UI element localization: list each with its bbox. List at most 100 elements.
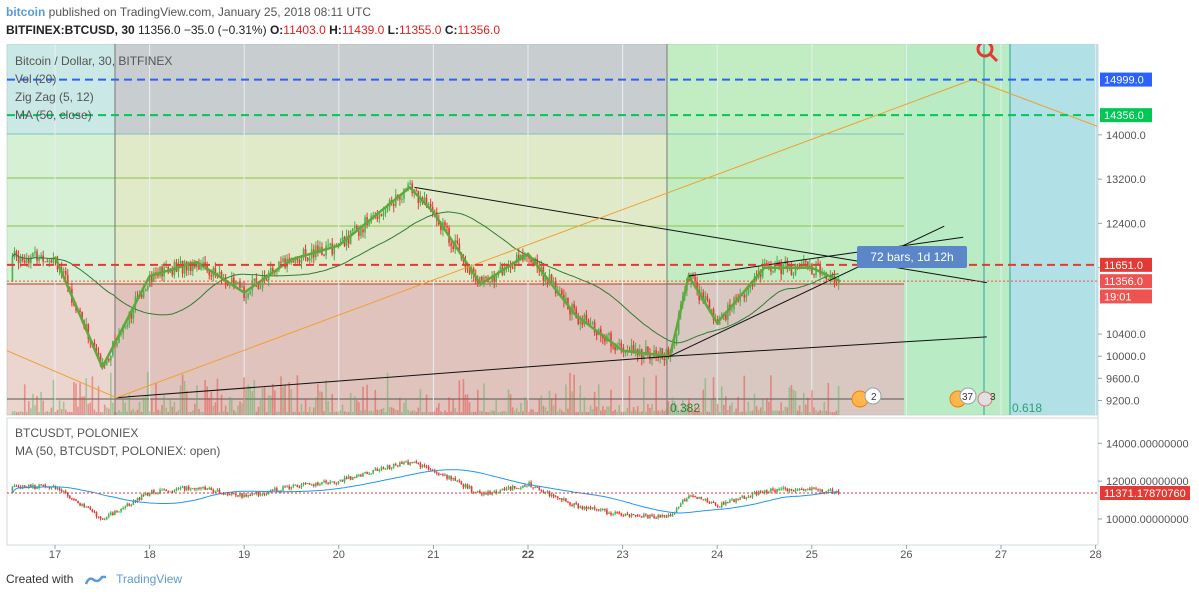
volume-bar <box>148 411 151 415</box>
sub-candle-body <box>378 469 381 471</box>
legend-volume[interactable]: Vol (20) <box>15 72 57 86</box>
sub-candle-body <box>433 470 436 473</box>
candle-body <box>159 266 161 277</box>
volume-bar <box>725 396 727 415</box>
sub-candle-body <box>151 490 153 493</box>
candle-body <box>360 229 362 237</box>
volume-bar <box>42 400 44 415</box>
time-tick-label: 27 <box>995 549 1007 561</box>
volume-bar <box>620 411 623 415</box>
candle-body <box>97 353 100 355</box>
sub-candle-body <box>44 485 47 487</box>
sub-candle-body <box>107 514 110 517</box>
sub-legend-ma[interactable]: MA (50, BTCUSDT, POLONIEX: open) <box>15 444 221 458</box>
volume-bar <box>569 372 571 415</box>
sub-candle-body <box>388 465 391 469</box>
time-axis[interactable]: 17 18 19 20 21 22 23 24 25 26 27 28 <box>49 545 1102 561</box>
candle-body <box>253 278 256 281</box>
candle-body <box>458 243 461 253</box>
price-tag <box>1100 108 1152 123</box>
candle-body <box>233 277 235 284</box>
candle-body <box>189 261 192 272</box>
candle-body <box>179 261 182 264</box>
tradingview-logo-icon[interactable] <box>84 574 107 586</box>
legend-ma[interactable]: MA (50, close) <box>15 108 92 122</box>
volume-bar <box>81 396 83 415</box>
symbol-label: BITFINEX:BTCUSD, 30 <box>6 23 135 37</box>
volume-bar <box>454 408 457 415</box>
candle-body <box>565 297 567 302</box>
tradingview-link[interactable]: TradingView <box>116 572 183 586</box>
volume-bar <box>692 410 694 415</box>
sub-candle-body <box>778 488 780 490</box>
trend-drawings[interactable] <box>7 79 1098 399</box>
sub-candle-body <box>93 511 96 513</box>
sub-legend-symbol[interactable]: BTCUSDT, POLONIEX <box>15 426 139 440</box>
volume-bar <box>179 385 182 415</box>
sub-candle-body <box>118 511 120 513</box>
volume-bar <box>71 411 73 415</box>
trendline-extension <box>669 336 987 357</box>
author-link[interactable]: bitcoin <box>6 5 46 19</box>
sub-candle-body <box>440 473 442 475</box>
volume-bar <box>46 411 49 415</box>
price-chart[interactable]: 14000.013200.012400.011600.010400.010000… <box>0 44 1199 566</box>
volume-bar <box>265 411 268 415</box>
candle-body <box>440 224 442 231</box>
sub-candle-body <box>290 486 293 489</box>
sub-candle-body <box>524 485 526 487</box>
sub-candle-body <box>483 493 485 495</box>
sub-candle-body <box>782 487 785 489</box>
event-badges[interactable]: 2 37 3 <box>851 387 996 408</box>
volume-bar <box>378 410 381 415</box>
sub-candle-body <box>101 518 104 520</box>
sub-candle-body <box>833 492 836 494</box>
sub-candle-body <box>15 485 18 487</box>
sub-price-axis[interactable]: 14000.00000000 12000.00000000 10000.000000… <box>1098 438 1189 526</box>
sub-candle-body <box>302 483 305 485</box>
sub-candle-body <box>503 488 506 490</box>
volume-bar <box>435 407 438 415</box>
sub-candle-body <box>673 512 676 514</box>
sub-candle-body <box>390 467 393 469</box>
candle-body <box>210 275 213 277</box>
sub-candle-body <box>284 486 286 488</box>
volume-bar <box>794 391 797 415</box>
volume-bar <box>739 411 741 415</box>
sub-pane[interactable] <box>6 417 1099 546</box>
sub-candle-body <box>36 487 38 489</box>
sub-candle-body <box>132 500 135 505</box>
candle-body <box>513 263 516 269</box>
sub-candle-body <box>571 504 573 507</box>
volume-bar <box>327 401 329 415</box>
candle-body <box>624 351 627 353</box>
sub-candle-body <box>208 488 211 490</box>
sub-candle-body <box>653 515 655 518</box>
volume-bar <box>329 411 331 415</box>
sub-candle-body <box>507 486 510 489</box>
sub-candle-body <box>751 493 754 498</box>
volume-bar <box>239 401 241 415</box>
legend-symbol[interactable]: Bitcoin / Dollar, 30, BITFINEX <box>15 54 173 68</box>
legend-zigzag[interactable]: Zig Zag (5, 12) <box>15 90 94 104</box>
candle-body <box>647 346 649 355</box>
volume-bar <box>489 411 491 415</box>
volume-bar <box>417 407 420 415</box>
volume-bar <box>653 411 655 415</box>
volume-bar <box>720 386 723 415</box>
volume-bar <box>196 385 198 415</box>
volume-bar <box>649 408 651 415</box>
moving-average <box>12 211 839 344</box>
sub-candle-body <box>640 516 643 518</box>
fib-trend-return <box>972 79 1098 128</box>
candle-body <box>659 348 662 358</box>
volume-bar <box>581 411 584 415</box>
magnifier-icon[interactable] <box>976 44 999 63</box>
sub-candle-body <box>116 511 118 513</box>
volume-bar <box>503 410 506 415</box>
candle-body <box>595 332 598 336</box>
sub-candle-body <box>661 514 664 518</box>
candle-body <box>415 190 418 192</box>
sub-candle-body <box>419 463 422 468</box>
channel-upper <box>688 236 964 277</box>
